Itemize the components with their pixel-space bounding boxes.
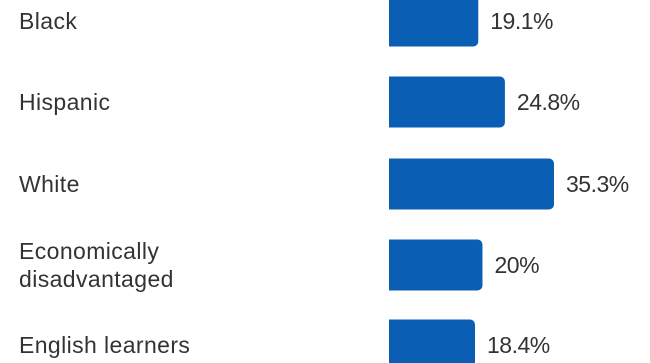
value-label: 19.1% [490, 8, 553, 34]
value-label: 20% [494, 252, 540, 278]
category-label: White [19, 171, 80, 197]
value-label: 24.8% [516, 89, 580, 115]
bar [383, 77, 505, 128]
category-label: Economically disadvantaged [19, 238, 174, 292]
category-label: Black [19, 8, 78, 34]
category-label: English learners [19, 332, 191, 358]
value-label: 18.4% [487, 332, 550, 358]
bar [383, 240, 482, 291]
bar [383, 0, 478, 47]
bar [383, 320, 475, 363]
value-label: 35.3% [566, 171, 629, 197]
bar [383, 159, 554, 210]
category-label: Hispanic [19, 89, 111, 115]
